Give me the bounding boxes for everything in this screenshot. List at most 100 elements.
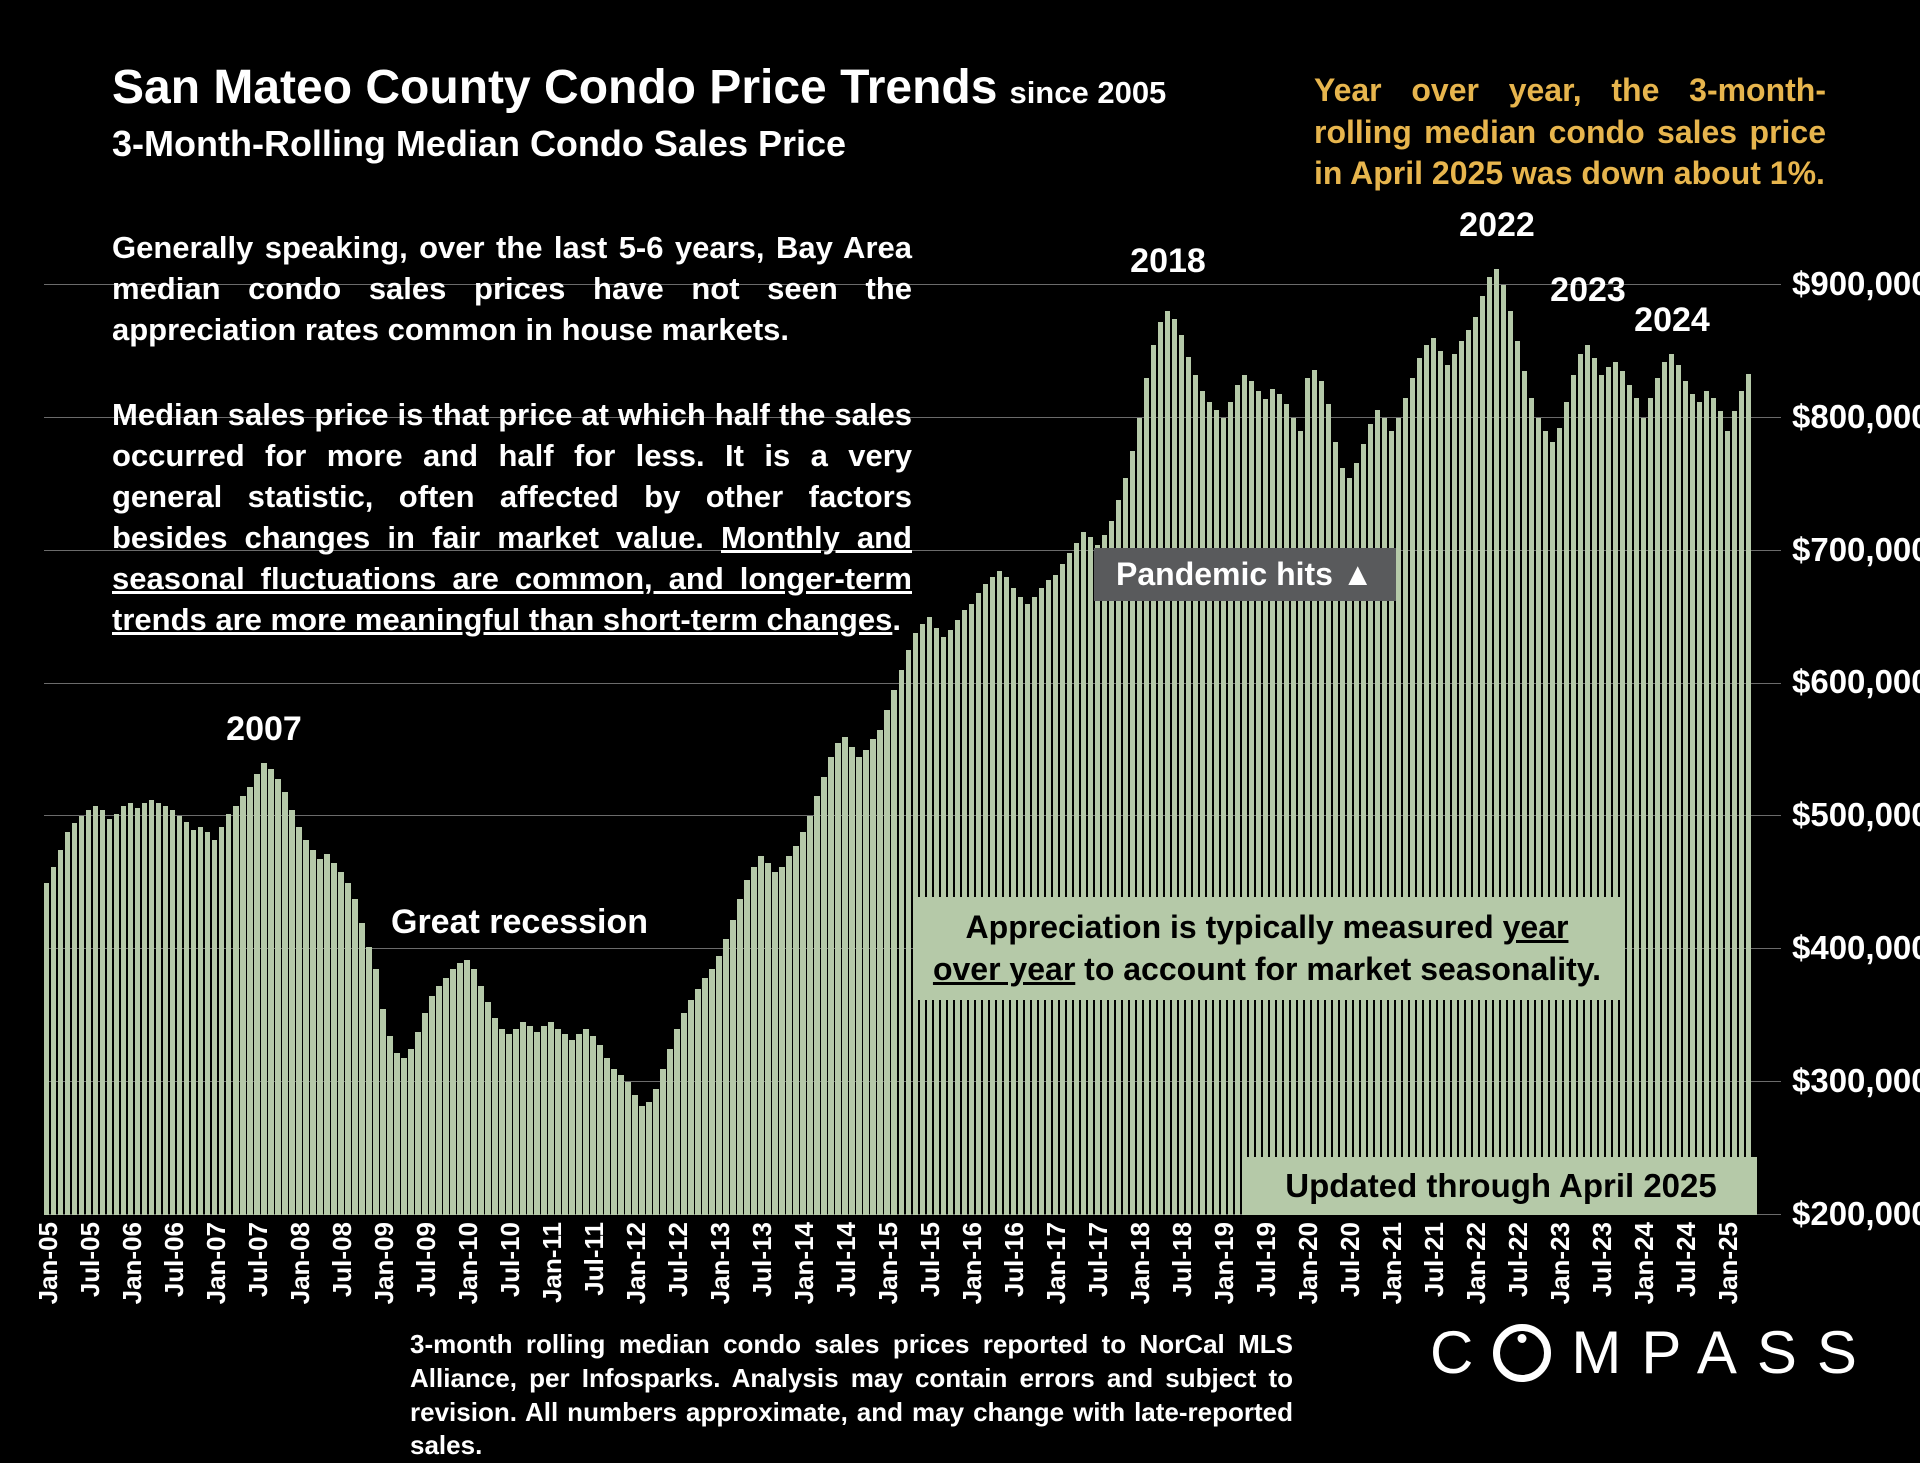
bar xyxy=(1570,375,1577,1215)
bar xyxy=(1507,311,1514,1215)
bar xyxy=(1136,417,1143,1215)
bar xyxy=(1290,417,1297,1215)
bar xyxy=(1710,397,1717,1215)
bar xyxy=(1703,391,1710,1215)
bar xyxy=(275,779,281,1215)
bar xyxy=(1591,357,1598,1215)
appreciation-text: Appreciation is typically measured xyxy=(965,909,1503,945)
bar xyxy=(884,710,890,1215)
bar xyxy=(72,823,78,1215)
x-tick-label: Jul-24 xyxy=(1671,1222,1702,1298)
bar xyxy=(1409,377,1416,1215)
bar xyxy=(1311,369,1318,1215)
bar xyxy=(1633,397,1640,1215)
bar xyxy=(744,880,750,1215)
bar xyxy=(1283,404,1290,1215)
x-tick-label: Jul-14 xyxy=(830,1222,861,1298)
bar xyxy=(1514,340,1521,1215)
bar xyxy=(758,856,764,1215)
bar xyxy=(1150,344,1157,1215)
bar xyxy=(534,1031,540,1215)
bar xyxy=(1087,537,1093,1215)
bar xyxy=(1199,391,1206,1215)
bar xyxy=(324,853,330,1215)
bar xyxy=(1682,380,1689,1215)
annotation-2022: 2022 xyxy=(1459,206,1535,244)
bar xyxy=(723,938,729,1215)
bar xyxy=(1157,322,1164,1215)
bar xyxy=(1472,316,1479,1215)
bar xyxy=(499,1028,505,1215)
source-note: 3-month rolling median condo sales price… xyxy=(410,1329,1293,1461)
bar xyxy=(618,1075,624,1215)
page-title: San Mateo County Condo Price Trends since… xyxy=(112,60,1166,165)
bar xyxy=(1535,417,1542,1215)
bar xyxy=(408,1048,414,1215)
bar xyxy=(849,747,855,1215)
bar xyxy=(205,832,211,1215)
bar xyxy=(1234,384,1241,1215)
bar xyxy=(1465,330,1472,1215)
bar xyxy=(485,1002,491,1215)
paragraph2-underlined-text: Monthly and seasonal fluctuations are co… xyxy=(112,519,912,637)
bar xyxy=(1346,477,1353,1215)
x-tick-label: Jul-10 xyxy=(494,1222,525,1298)
x-tick-label: Jul-23 xyxy=(1587,1222,1618,1298)
bar xyxy=(765,862,771,1215)
y-tick-label: $500,000 xyxy=(1792,796,1920,834)
bar xyxy=(296,827,302,1215)
bar xyxy=(1549,441,1556,1215)
bar xyxy=(1122,477,1129,1215)
bar xyxy=(737,898,743,1215)
bar xyxy=(226,813,232,1215)
bar xyxy=(576,1034,582,1215)
bar xyxy=(1066,553,1072,1215)
bar xyxy=(163,805,169,1215)
bar xyxy=(1220,417,1227,1215)
bar xyxy=(338,872,344,1215)
x-tick-label: Jan-15 xyxy=(872,1222,903,1305)
x-tick-label: Jul-20 xyxy=(1335,1222,1366,1298)
bar xyxy=(1374,409,1381,1215)
bar xyxy=(1563,401,1570,1215)
x-tick-label: Jul-22 xyxy=(1503,1222,1534,1298)
bar xyxy=(569,1039,575,1215)
bar xyxy=(317,858,323,1215)
bar xyxy=(142,803,148,1215)
chart-bars xyxy=(44,245,1753,1215)
bar xyxy=(1654,377,1661,1215)
bar xyxy=(79,816,85,1215)
bar xyxy=(814,796,820,1215)
bar xyxy=(1437,351,1444,1215)
bar xyxy=(212,840,218,1215)
bar xyxy=(450,969,456,1215)
bar xyxy=(842,736,848,1215)
bar xyxy=(772,872,778,1215)
bar xyxy=(135,808,141,1215)
bar xyxy=(688,999,694,1215)
bar xyxy=(1724,431,1731,1215)
title-suffix: since 2005 xyxy=(1009,75,1167,110)
bar xyxy=(121,805,127,1215)
bar xyxy=(1738,391,1745,1215)
x-tick-label: Jan-12 xyxy=(620,1222,651,1305)
x-tick-label: Jul-09 xyxy=(410,1222,441,1298)
bar xyxy=(457,962,463,1215)
chart-subtitle: 3-Month-Rolling Median Condo Sales Price xyxy=(112,123,847,164)
bar xyxy=(1486,276,1493,1215)
y-tick-label: $800,000 xyxy=(1792,397,1920,435)
bar xyxy=(786,856,792,1215)
yoy-highlight-note: Year over year, the 3-month-rolling medi… xyxy=(1314,72,1826,192)
bar xyxy=(268,768,274,1215)
bar xyxy=(681,1013,687,1215)
bar xyxy=(1171,319,1178,1215)
bar xyxy=(1598,375,1605,1215)
bar xyxy=(513,1028,519,1215)
bar xyxy=(289,809,295,1215)
bar xyxy=(373,969,379,1215)
gridline xyxy=(44,416,1781,418)
bar xyxy=(1444,364,1451,1215)
bar xyxy=(310,849,316,1215)
bar xyxy=(1689,393,1696,1215)
bar xyxy=(1353,462,1360,1215)
